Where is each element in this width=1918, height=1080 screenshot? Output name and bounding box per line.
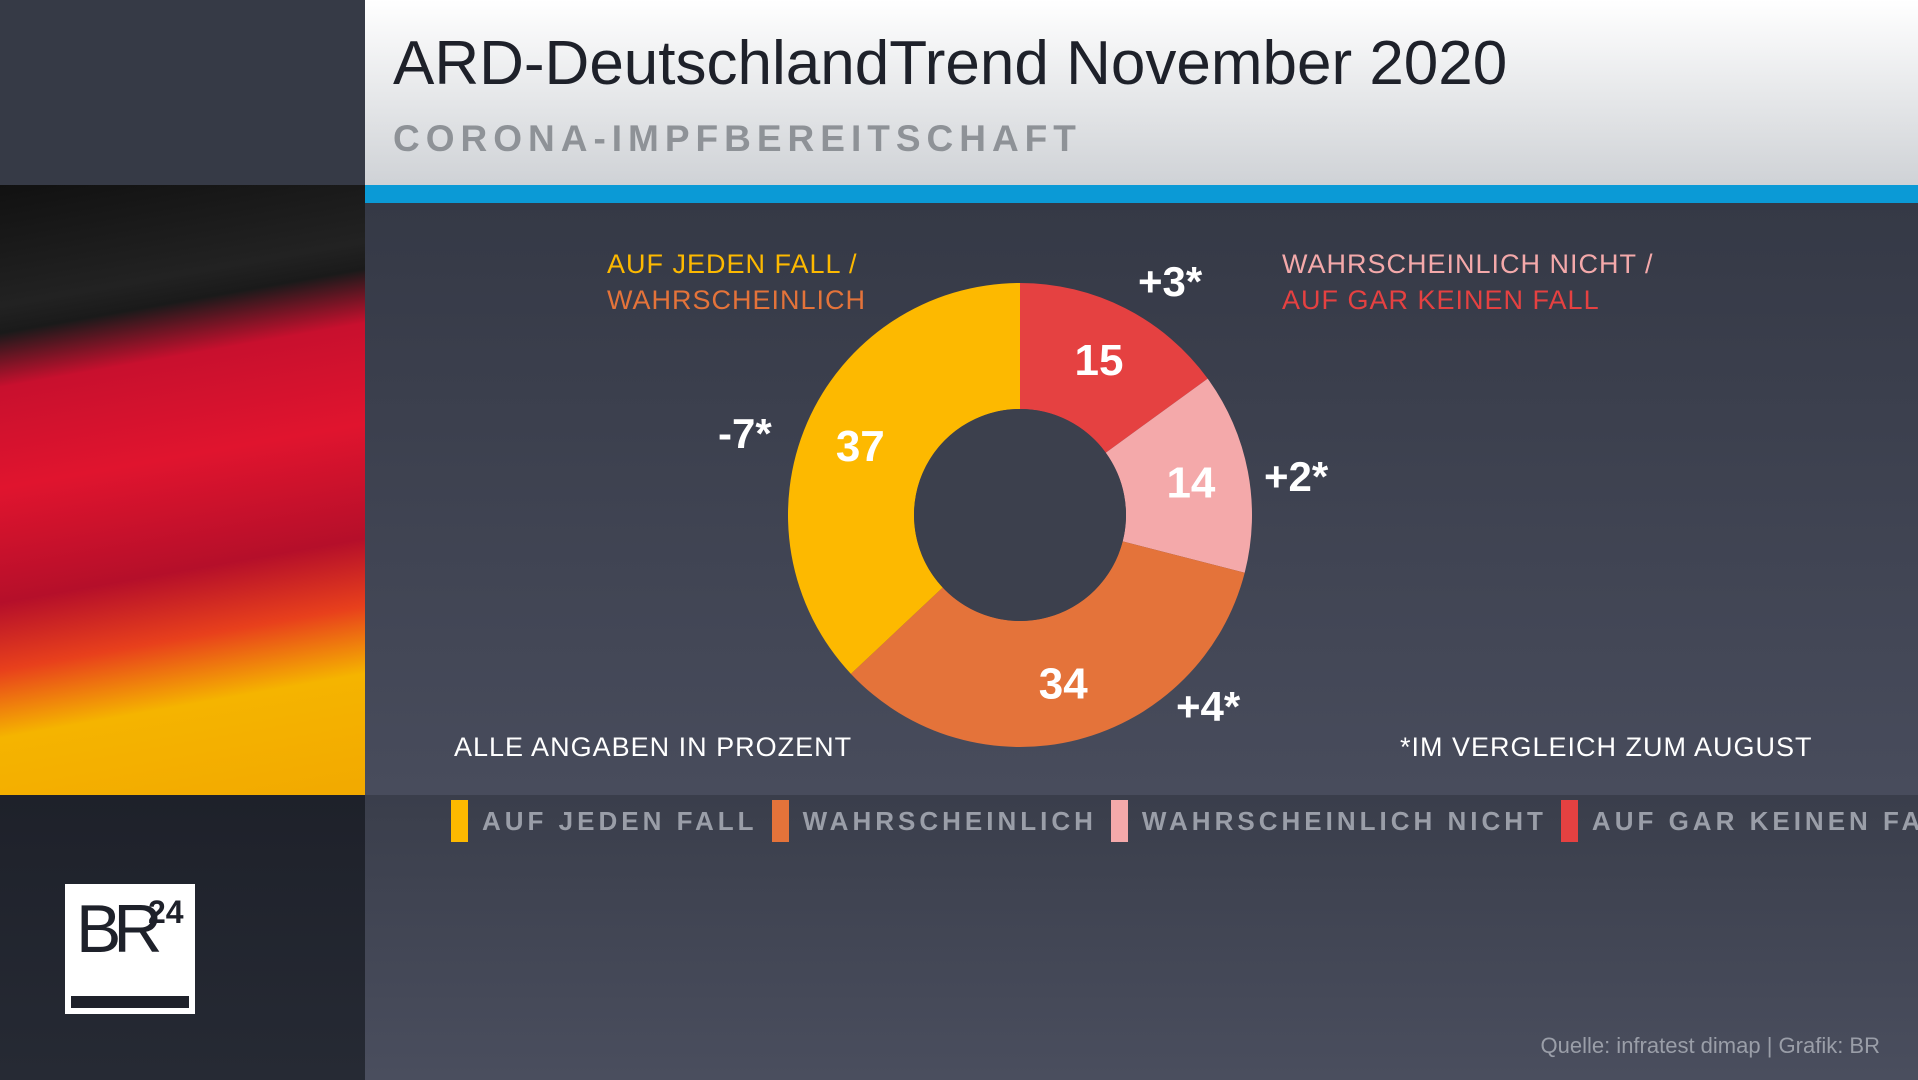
legend-label: WAHRSCHEINLICH NICHT — [1141, 805, 1547, 836]
legend-label: WAHRSCHEINLICH — [802, 805, 1097, 836]
legend: AUF JEDEN FALL WAHRSCHEINLICH WAHRSCHEIN… — [451, 800, 1918, 842]
logo-bar — [71, 996, 189, 1008]
change-label-wahrscheinlich-nicht: +2* — [1264, 453, 1329, 500]
logo-number: 24 — [148, 894, 184, 930]
change-label-auf-gar-keinen-fall: +3* — [1138, 258, 1203, 305]
donut-hole — [914, 409, 1126, 621]
group-label-yes: AUF JEDEN FALL / WAHRSCHEINLICH — [607, 246, 866, 318]
legend-item-auf-jeden-fall: AUF JEDEN FALL — [451, 800, 758, 842]
donut-slice-auf-jeden-fall — [787, 283, 1020, 674]
group-label-no: WAHRSCHEINLICH NICHT / AUF GAR KEINEN FA… — [1282, 246, 1654, 318]
unit-note: ALLE ANGABEN IN PROZENT — [454, 732, 853, 762]
legend-swatch — [1560, 800, 1578, 842]
donut-slice-wahrscheinlich — [850, 541, 1245, 747]
legend-label: AUF GAR KEINEN FALL — [1591, 805, 1918, 836]
accent-band — [365, 185, 1918, 203]
legend-swatch — [771, 800, 789, 842]
logo-text: BR — [76, 891, 163, 967]
group-label-yes-line2: WAHRSCHEINLICH — [607, 285, 867, 315]
group-label-no-line1: WAHRSCHEINLICH NICHT / — [1282, 249, 1654, 279]
source-credit: Quelle: infratest dimap | Grafik: BR — [1540, 1033, 1880, 1058]
legend-swatch — [451, 800, 468, 842]
legend-item-wahrscheinlich: WAHRSCHEINLICH — [771, 800, 1097, 842]
change-label-auf-jeden-fall: -7* — [718, 410, 772, 457]
donut-slice-wahrscheinlich-nicht — [1105, 378, 1253, 573]
br24-logo: BR 24 — [65, 884, 195, 1014]
group-label-yes-line1: AUF JEDEN FALL / — [607, 249, 858, 279]
slice-value-label: 37 — [836, 422, 885, 471]
change-label-wahrscheinlich: +4* — [1176, 683, 1241, 730]
slice-value-label: 34 — [1039, 660, 1088, 709]
slice-value-label: 15 — [1075, 336, 1124, 385]
page-subtitle: CORONA-IMPFBEREITSCHAFT — [393, 118, 1082, 159]
comparison-note: *IM VERGLEICH ZUM AUGUST — [1400, 732, 1813, 762]
group-label-no-line2: AUF GAR KEINEN FALL — [1282, 285, 1600, 315]
legend-area — [365, 795, 1918, 1080]
legend-item-wahrscheinlich-nicht: WAHRSCHEINLICH NICHT — [1110, 800, 1547, 842]
left-panel-top — [0, 0, 365, 185]
legend-label: AUF JEDEN FALL — [482, 805, 758, 836]
slice-value-label: 14 — [1166, 458, 1215, 507]
german-flag-image — [0, 185, 365, 795]
legend-swatch — [1110, 800, 1128, 842]
header — [365, 0, 1918, 185]
legend-item-auf-gar-keinen-fall: AUF GAR KEINEN FALL — [1560, 800, 1918, 842]
donut-slice-auf-gar-keinen-fall — [1020, 283, 1208, 453]
page-title: ARD-DeutschlandTrend November 2020 — [393, 29, 1508, 98]
